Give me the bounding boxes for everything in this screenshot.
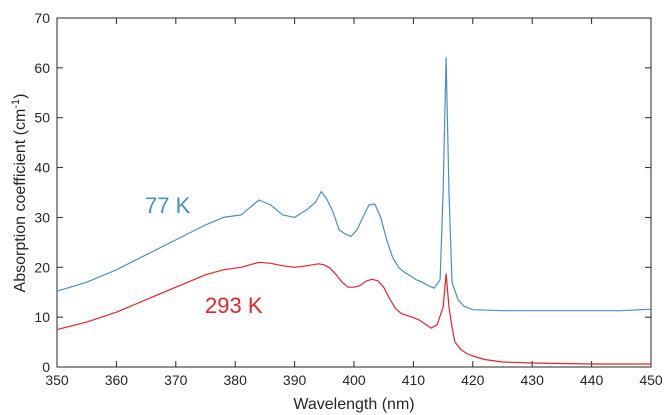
x-tick-label: 390 [283, 372, 307, 388]
series-label-77k: 77 K [145, 193, 191, 218]
x-tick-label: 360 [105, 372, 129, 388]
y-tick-label: 10 [34, 309, 50, 325]
x-tick-label: 400 [342, 372, 366, 388]
x-tick-label: 420 [461, 372, 485, 388]
x-tick-label: 370 [164, 372, 188, 388]
x-tick-label: 380 [224, 372, 248, 388]
y-tick-label: 60 [34, 60, 50, 76]
y-tick-label: 30 [34, 209, 50, 225]
series-lines [56, 57, 652, 365]
y-tick-label: 50 [34, 110, 50, 126]
x-tick-label: 440 [580, 372, 604, 388]
y-axis-label: Absorption coefficient (cm-1) [10, 94, 29, 293]
x-tick-label: 350 [45, 372, 69, 388]
y-axis-label-superscript: -1 [10, 99, 22, 109]
x-axis-label: Wavelength (nm) [293, 396, 414, 413]
y-axis-label-main: Absorption coefficient (cm [12, 109, 29, 293]
x-tick-label: 410 [402, 372, 426, 388]
x-tick-label: 450 [639, 372, 663, 388]
y-axis-label-close: ) [12, 94, 29, 99]
x-tick-label: 430 [521, 372, 545, 388]
y-tick-label: 70 [34, 10, 50, 26]
y-tick-label: 40 [34, 160, 50, 176]
y-tick-label: 20 [34, 259, 50, 275]
series-label-293k: 293 K [205, 293, 263, 318]
series-line-293k [56, 261, 651, 365]
y-tick-label: 0 [42, 359, 50, 375]
axis-ticks: 350 360 370 380 390 400 410 420 430 440 450 0 10 20 30… [34, 10, 662, 388]
series-line-77k [56, 57, 652, 312]
